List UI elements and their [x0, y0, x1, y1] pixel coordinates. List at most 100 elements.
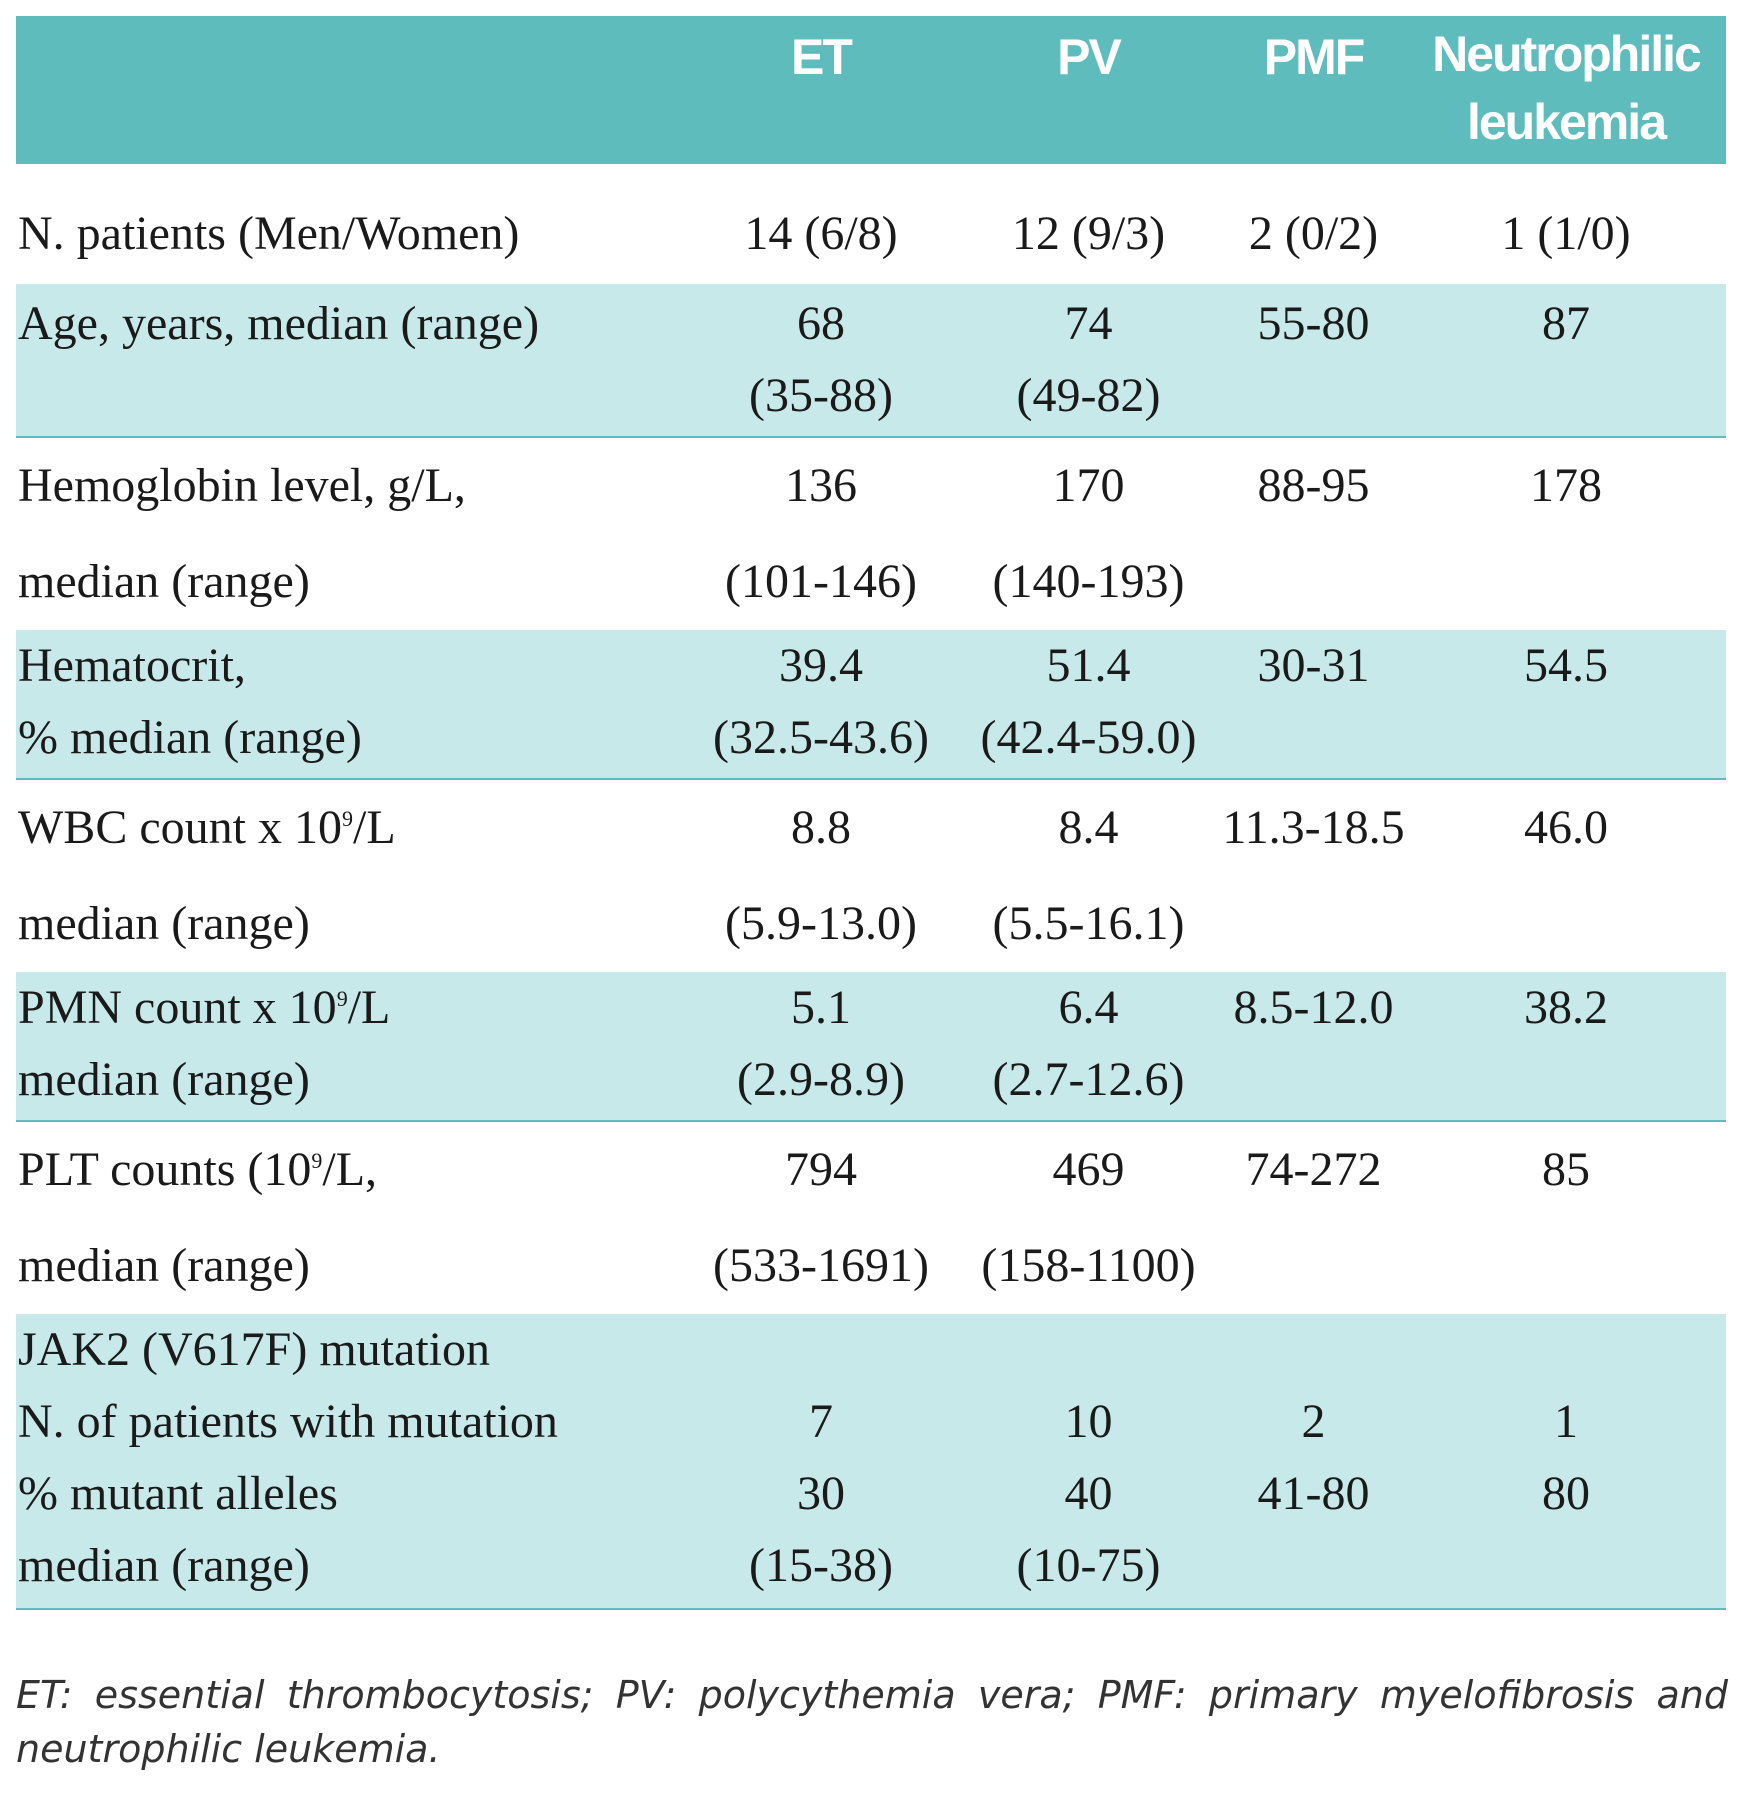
- cell-value: 30-31: [1257, 639, 1370, 692]
- cell-pv: 469 (158-1100): [956, 1121, 1221, 1314]
- cell-value: 5.1: [791, 981, 851, 1034]
- cell-value: 170: [1052, 459, 1125, 512]
- cell-value: 12 (9/3): [1011, 207, 1166, 260]
- cell-spacer: [956, 1314, 1221, 1386]
- table-body: N. patients (Men/Women) 14 (6/8) 12 (9/3…: [16, 164, 1726, 1610]
- cell-nl: 38.2: [1406, 972, 1726, 1122]
- data-table: ET PV PMF Neutrophilic leukemia N. patie…: [16, 16, 1726, 1610]
- cell-value: 8.5-12.0: [1233, 981, 1394, 1034]
- label-text: PLT counts (10: [18, 1143, 312, 1196]
- cell-pmf: 30-31: [1221, 630, 1406, 780]
- row-label-line: median (range): [18, 1239, 310, 1292]
- label-text: /L,: [322, 1143, 378, 1196]
- cell-pmf: 11.3-18.5: [1221, 779, 1406, 972]
- cell-value: 85: [1542, 1143, 1590, 1196]
- header-row: ET PV PMF Neutrophilic leukemia: [16, 16, 1726, 164]
- cell-value: 74: [1064, 297, 1113, 350]
- row-label-line: median (range): [18, 897, 310, 950]
- row-label: PLT counts (109/L, median (range): [16, 1121, 686, 1314]
- cell-et: 794 (533-1691): [686, 1121, 956, 1314]
- cell-et: 68 (35-88): [686, 284, 956, 438]
- cell-value: 7: [809, 1395, 833, 1448]
- row-label-line: N. patients (Men/Women): [18, 207, 520, 260]
- row-label-line: median (range): [18, 1053, 310, 1106]
- cell-pv: 170 (140-193): [956, 437, 1221, 630]
- cell-value: 30: [797, 1467, 845, 1520]
- cell-value: 178: [1530, 459, 1602, 512]
- cell-value: 88-95: [1257, 459, 1370, 512]
- table-row-jak2: JAK2 (V617F) mutation N. of patients wit…: [16, 1314, 1726, 1610]
- cell-value: 38.2: [1524, 981, 1608, 1034]
- cell-value: 1 (1/0): [1501, 207, 1631, 260]
- row-label-line: N. of patients with mutation: [18, 1395, 558, 1448]
- cell-range: (32.5-43.6): [713, 711, 929, 764]
- cell-value: 1: [1554, 1395, 1578, 1448]
- row-label-line: Age, years, median (range): [18, 297, 540, 350]
- cell-et: 7 30 (15-38): [686, 1314, 956, 1610]
- cell-nl: 1 (1/0): [1406, 164, 1726, 284]
- table-row-pmn: PMN count x 109/L median (range) 5.1 (2.…: [16, 972, 1726, 1122]
- row-label: PMN count x 109/L median (range): [16, 972, 686, 1122]
- cell-pmf: 74-272: [1221, 1121, 1406, 1314]
- cell-range: (49-82): [1016, 369, 1161, 422]
- cell-nl: 1 80: [1406, 1314, 1726, 1610]
- cell-value: 74-272: [1245, 1143, 1382, 1196]
- row-label-line: % mutant alleles: [18, 1467, 338, 1520]
- cell-value: 80: [1542, 1467, 1590, 1520]
- cell-value: 10: [1064, 1395, 1113, 1448]
- label-text: PMN count x 10: [18, 981, 337, 1034]
- cell-nl: 54.5: [1406, 630, 1726, 780]
- cell-et: 39.4 (32.5-43.6): [686, 630, 956, 780]
- cell-range: (5.5-16.1): [992, 897, 1185, 950]
- row-label-line: Hemoglobin level, g/L,: [18, 459, 466, 512]
- table-row-wbc: WBC count x 109/L median (range) 8.8 (5.…: [16, 779, 1726, 972]
- cell-range: (5.9-13.0): [725, 897, 917, 950]
- cell-spacer: [686, 1314, 956, 1386]
- cell-pmf: 8.5-12.0: [1221, 972, 1406, 1122]
- row-label-line: % median (range): [18, 711, 362, 764]
- cell-value: 54.5: [1524, 639, 1608, 692]
- table-row-hemoglobin: Hemoglobin level, g/L, median (range) 13…: [16, 437, 1726, 630]
- cell-pmf: 55-80: [1221, 284, 1406, 438]
- header-pmf: PMF: [1221, 16, 1406, 164]
- label-text: /L: [347, 981, 391, 1034]
- cell-et: 8.8 (5.9-13.0): [686, 779, 956, 972]
- cell-nl: 85: [1406, 1121, 1726, 1314]
- label-text: WBC count x 10: [18, 801, 342, 854]
- cell-range: (2.7-12.6): [992, 1053, 1185, 1106]
- cell-range: (42.4-59.0): [980, 711, 1197, 764]
- cell-value: 469: [1052, 1143, 1125, 1196]
- row-label: Hemoglobin level, g/L, median (range): [16, 437, 686, 630]
- cell-value: 14 (6/8): [744, 207, 898, 260]
- cell-pv: 12 (9/3): [956, 164, 1221, 284]
- label-superscript: 9: [311, 1148, 323, 1173]
- cell-value: 2: [1301, 1395, 1326, 1448]
- cell-range: (158-1100): [981, 1239, 1196, 1292]
- cell-pmf: 2 (0/2): [1221, 164, 1406, 284]
- label-superscript: 9: [336, 986, 348, 1011]
- row-label: JAK2 (V617F) mutation N. of patients wit…: [16, 1314, 686, 1610]
- table-row-age: Age, years, median (range) 68 (35-88) 74…: [16, 284, 1726, 438]
- table-row-plt: PLT counts (109/L, median (range) 794 (5…: [16, 1121, 1726, 1314]
- cell-range: (2.9-8.9): [737, 1053, 905, 1106]
- cell-value: 8.8: [791, 801, 851, 854]
- cell-range: (101-146): [725, 555, 917, 608]
- table-row-hematocrit: Hematocrit, % median (range) 39.4 (32.5-…: [16, 630, 1726, 780]
- row-label: Age, years, median (range): [16, 284, 686, 438]
- cell-value: 794: [785, 1143, 857, 1196]
- header-neutrophilic-leukemia: Neutrophilic leukemia: [1406, 16, 1726, 164]
- row-label-line: median (range): [18, 1539, 310, 1592]
- cell-pmf: 88-95: [1221, 437, 1406, 630]
- cell-value: 136: [785, 459, 857, 512]
- cell-range: (35-88): [749, 369, 893, 422]
- cell-spacer: [1406, 1314, 1726, 1386]
- cell-pv: 6.4 (2.7-12.6): [956, 972, 1221, 1122]
- cell-value: 40: [1064, 1467, 1113, 1520]
- table-footnote: ET: essential thrombocytosis; PV: polycy…: [16, 1673, 1728, 1771]
- cell-spacer: [1221, 1314, 1406, 1386]
- cell-value: 11.3-18.5: [1222, 801, 1405, 854]
- row-label-line: WBC count x 109/L: [18, 780, 686, 876]
- cell-value: 51.4: [1046, 639, 1131, 692]
- cell-range: (140-193): [992, 555, 1185, 608]
- cell-value: 55-80: [1257, 297, 1370, 350]
